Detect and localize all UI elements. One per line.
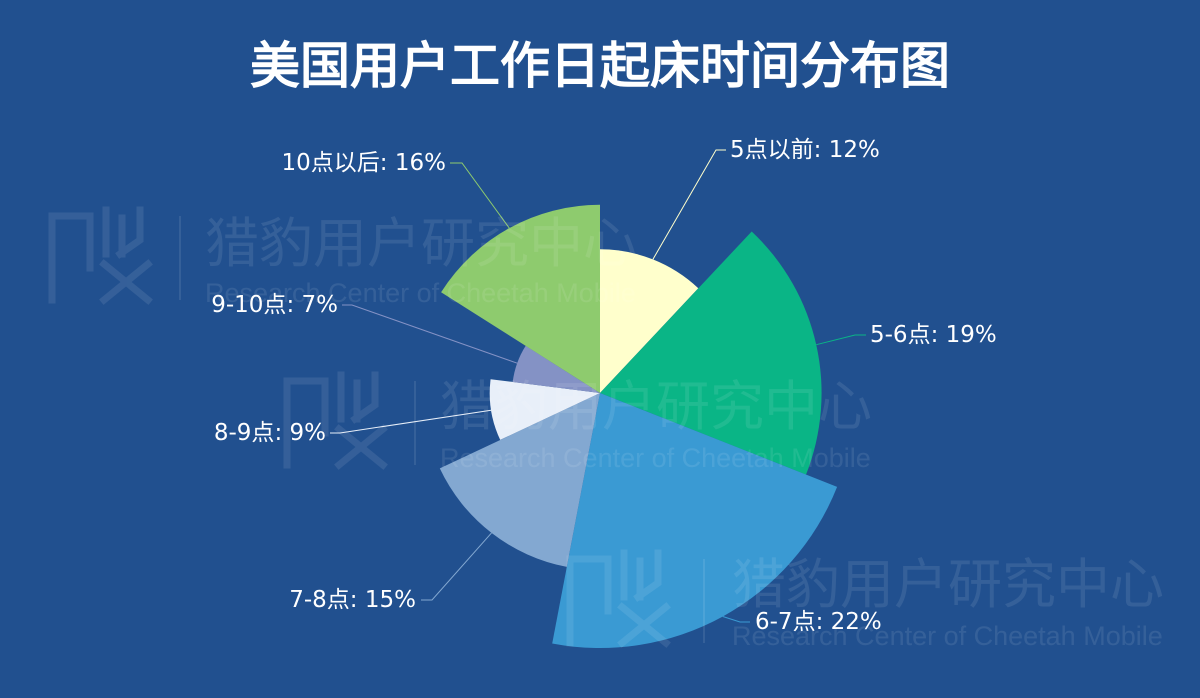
slice-label-category: 10点以后: [282, 150, 380, 176]
slice-label-unit: %: [394, 587, 416, 613]
chart-title: 美国用户工作日起床时间分布图: [250, 37, 950, 95]
slice-label-after-10: 10点以后: 16%: [282, 150, 446, 176]
rose-slice-9-10: [512, 345, 600, 393]
rose-slice-8-9: [489, 379, 600, 440]
rose-slice-7-8: [439, 393, 600, 567]
slice-label-unit: %: [316, 292, 338, 318]
slice-label-separator: :: [931, 322, 946, 348]
rose-slice-5-6: [600, 231, 822, 475]
slice-label-value: 12: [829, 137, 858, 163]
slice-label-separator: :: [350, 587, 365, 613]
slice-label-unit: %: [858, 137, 880, 163]
slice-label-6-7: 6-7点: 22%: [755, 609, 882, 635]
slice-label-separator: :: [814, 137, 829, 163]
slice-label-5-6: 5-6点: 19%: [870, 322, 997, 348]
leader-line-8-9: [330, 409, 492, 434]
rose-slice-after-10: [441, 204, 600, 393]
slice-label-unit: %: [975, 322, 997, 348]
slice-label-value: 19: [946, 322, 975, 348]
cheetah-logo-icon: [48, 206, 153, 305]
leader-line-before-5: [652, 149, 726, 260]
leader-line-after-10: [450, 162, 510, 229]
slice-label-value: 16: [395, 150, 424, 176]
slice-label-value: 7: [302, 292, 317, 318]
slice-label-9-10: 9-10点: 7%: [211, 292, 338, 318]
rose-slices: [439, 204, 838, 649]
slice-label-8-9: 8-9点: 9%: [214, 420, 326, 446]
rose-slice-before-5: [600, 249, 699, 393]
slice-labels: 5点以前: 12% 5-6点: 19% 6-7点: 22% 7-8点: 15% …: [211, 137, 997, 635]
watermark-title: 猎豹用户研究中心: [732, 553, 1164, 616]
slice-label-separator: :: [380, 150, 395, 176]
leader-line-7-8: [421, 532, 492, 601]
slice-label-before-5: 5点以前: 12%: [730, 137, 880, 163]
slice-label-category: 5-6点: [870, 322, 931, 348]
slice-label-unit: %: [860, 609, 882, 635]
slice-label-unit: %: [304, 420, 326, 446]
leader-lines: [330, 149, 866, 623]
slice-label-category: 6-7点: [755, 609, 816, 635]
slice-label-value: 9: [290, 420, 305, 446]
slice-label-separator: :: [286, 292, 301, 318]
slice-label-separator: :: [274, 420, 289, 446]
slice-label-category: 9-10点: [211, 292, 286, 318]
slice-label-separator: :: [816, 609, 831, 635]
slice-label-value: 22: [831, 609, 860, 635]
leader-line-6-7: [722, 616, 750, 623]
slice-label-category: 8-9点: [214, 420, 275, 446]
leader-line-9-10: [342, 304, 518, 364]
leader-line-5-6: [816, 334, 866, 346]
slice-label-unit: %: [424, 150, 446, 176]
slice-label-value: 15: [365, 587, 394, 613]
slice-label-category: 7-8点: [289, 587, 350, 613]
slice-label-category: 5点以前: [730, 137, 814, 163]
slice-label-7-8: 7-8点: 15%: [289, 587, 416, 613]
rose-slice-6-7: [552, 393, 838, 649]
